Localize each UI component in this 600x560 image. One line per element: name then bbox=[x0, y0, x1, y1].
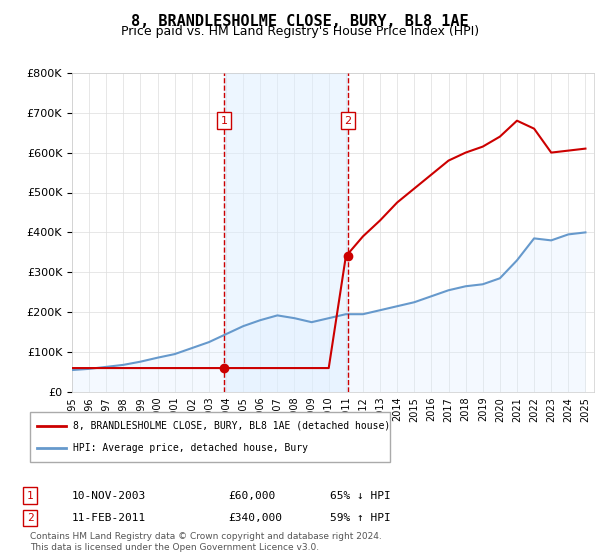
Text: 65% ↓ HPI: 65% ↓ HPI bbox=[330, 491, 391, 501]
Text: Contains HM Land Registry data © Crown copyright and database right 2024.
This d: Contains HM Land Registry data © Crown c… bbox=[30, 532, 382, 552]
Text: 2: 2 bbox=[26, 513, 34, 523]
Text: Price paid vs. HM Land Registry's House Price Index (HPI): Price paid vs. HM Land Registry's House … bbox=[121, 25, 479, 38]
Text: 2: 2 bbox=[344, 116, 352, 125]
Text: £60,000: £60,000 bbox=[228, 491, 275, 501]
Text: 10-NOV-2003: 10-NOV-2003 bbox=[72, 491, 146, 501]
Text: 1: 1 bbox=[26, 491, 34, 501]
Text: 11-FEB-2011: 11-FEB-2011 bbox=[72, 513, 146, 523]
Text: 1: 1 bbox=[220, 116, 227, 125]
Text: HPI: Average price, detached house, Bury: HPI: Average price, detached house, Bury bbox=[73, 443, 308, 453]
Text: 8, BRANDLESHOLME CLOSE, BURY, BL8 1AE (detached house): 8, BRANDLESHOLME CLOSE, BURY, BL8 1AE (d… bbox=[73, 421, 391, 431]
Bar bbox=[224, 73, 348, 392]
Text: 59% ↑ HPI: 59% ↑ HPI bbox=[330, 513, 391, 523]
Text: £340,000: £340,000 bbox=[228, 513, 282, 523]
Text: 8, BRANDLESHOLME CLOSE, BURY, BL8 1AE: 8, BRANDLESHOLME CLOSE, BURY, BL8 1AE bbox=[131, 14, 469, 29]
FancyBboxPatch shape bbox=[30, 412, 390, 462]
